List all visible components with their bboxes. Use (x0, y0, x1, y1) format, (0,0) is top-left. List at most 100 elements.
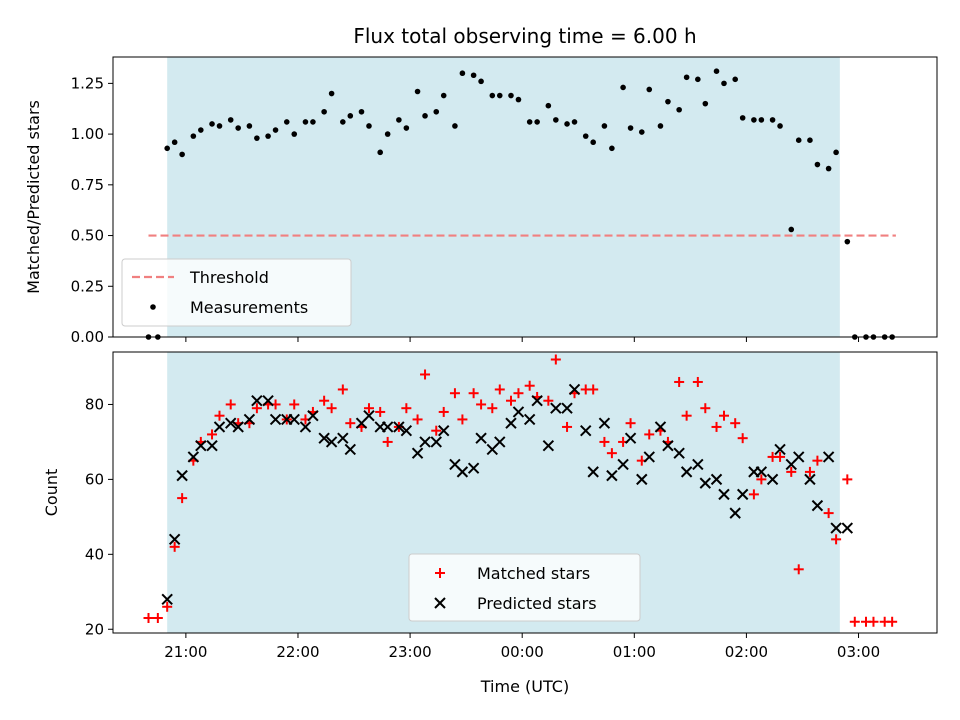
bottom-y-tick-label: 60 (85, 470, 104, 488)
predicted-star-point (161, 593, 173, 605)
measurement-point (582, 133, 589, 139)
measurement-point (302, 119, 309, 125)
measurement-point (646, 86, 653, 93)
measurement-point (657, 123, 664, 129)
measurement-point (265, 133, 271, 139)
x-axis-label: Time (UTC) (480, 677, 569, 696)
measurement-point (590, 139, 596, 146)
predicted-star-point (475, 432, 487, 444)
measurement-point (564, 121, 570, 127)
matched-star-point (793, 564, 804, 575)
predicted-star-point (736, 488, 749, 501)
measurement-point (751, 117, 757, 123)
bottom-y-tick-label: 80 (85, 395, 104, 413)
bottom-y-tick-label: 20 (85, 620, 104, 638)
matched-star-point (207, 429, 218, 440)
predicted-star-point (318, 432, 330, 444)
predicted-star-point (568, 383, 581, 396)
matched-star-point (674, 376, 685, 387)
measurement-legend-swatch (150, 304, 156, 310)
predicted-star-point (243, 413, 256, 426)
predicted-star-point (531, 394, 543, 407)
predicted-star-point (512, 406, 525, 418)
matched-star-point (152, 613, 163, 624)
ratio-panel: 0.00 0.25 0.50 0.75 1.00 1.25 Matched/Predict… (24, 56, 938, 346)
top-plot-area (145, 68, 896, 340)
x-tick-label: 21:00 (164, 643, 207, 661)
measurement-point (422, 113, 428, 119)
measurement-point (758, 117, 765, 123)
predicted-star-point (624, 432, 637, 444)
matched-star-point (562, 421, 573, 432)
matched-star-point (225, 399, 236, 410)
matched-star-point (737, 433, 748, 444)
measurement-point (478, 78, 484, 85)
predicted-star-point (654, 421, 667, 433)
predicted-star-point (766, 473, 779, 486)
predicted-star-point (467, 462, 480, 474)
matched-star-point (842, 474, 853, 485)
measurement-point (496, 92, 503, 99)
predicted-star-point (344, 443, 357, 456)
matched-legend-swatch (435, 568, 445, 578)
predicted-star-point (617, 458, 629, 471)
matched-star-point (804, 466, 815, 477)
measurement-point (440, 92, 447, 99)
measurement-point (171, 139, 178, 146)
top-axes-frame (112, 56, 938, 338)
matched-star-point (625, 418, 636, 429)
measurement-point (433, 108, 440, 115)
matched-star-point (431, 425, 442, 436)
matched-star-point (337, 384, 348, 395)
measurement-point (732, 76, 739, 83)
measurement-point (396, 117, 402, 123)
predicted-star-point (673, 447, 685, 459)
predicted-star-point (680, 466, 693, 478)
matched-star-point (345, 418, 356, 429)
matched-star-point (363, 403, 374, 414)
predicted-star-point (225, 417, 237, 429)
measurement-point (328, 90, 335, 97)
predicted-star-point (580, 424, 592, 437)
top-y-tick-label: 0.75 (71, 176, 104, 194)
matched-star-point (831, 534, 842, 545)
measurement-point (769, 117, 776, 123)
bottom-y-axis-label: Count (42, 469, 61, 517)
matched-star-point (823, 508, 834, 519)
matched-star-point (494, 384, 505, 395)
measurement-point (377, 149, 383, 156)
predicted-star-point (550, 402, 562, 414)
predicted-legend-swatch (434, 597, 446, 609)
predicted-star-point (307, 409, 319, 422)
x-tick-label: 02:00 (725, 643, 768, 661)
measurement-point (601, 123, 608, 129)
matched-star-point (692, 376, 703, 387)
bottom-y-tick-label: 40 (85, 545, 104, 563)
predicted-star-point (841, 522, 854, 534)
predicted-star-point (804, 473, 816, 486)
measurement-point (489, 92, 496, 99)
measurement-point (676, 106, 682, 113)
measurement-point (638, 129, 645, 135)
predicted-star-point (195, 439, 207, 452)
predicted-star-point (337, 432, 349, 444)
matched-star-point (718, 410, 729, 421)
measurement-point (403, 125, 410, 131)
predicted-star-point (587, 466, 599, 478)
predicted-star-point (561, 402, 573, 414)
count-panel: 20 40 60 80 21:00 22:00 23:00 00:00 01:00 02:00 03… (42, 351, 938, 696)
matched-star-point (606, 448, 617, 459)
measurement-point (198, 127, 204, 133)
predicted-star-point (774, 443, 786, 456)
measurement-point (283, 119, 290, 125)
top-y-tick-label: 1.00 (71, 125, 104, 143)
threshold-legend-label: Threshold (189, 268, 269, 287)
bottom-legend: Matched stars Predicted stars (408, 553, 641, 622)
matched-star-point (543, 395, 554, 406)
predicted-star-point (755, 466, 768, 478)
matched-star-point (599, 436, 610, 447)
measurement-point (216, 123, 223, 129)
matched-star-point (887, 616, 898, 627)
measurement-point (534, 119, 540, 125)
predicted-star-point (430, 436, 442, 448)
